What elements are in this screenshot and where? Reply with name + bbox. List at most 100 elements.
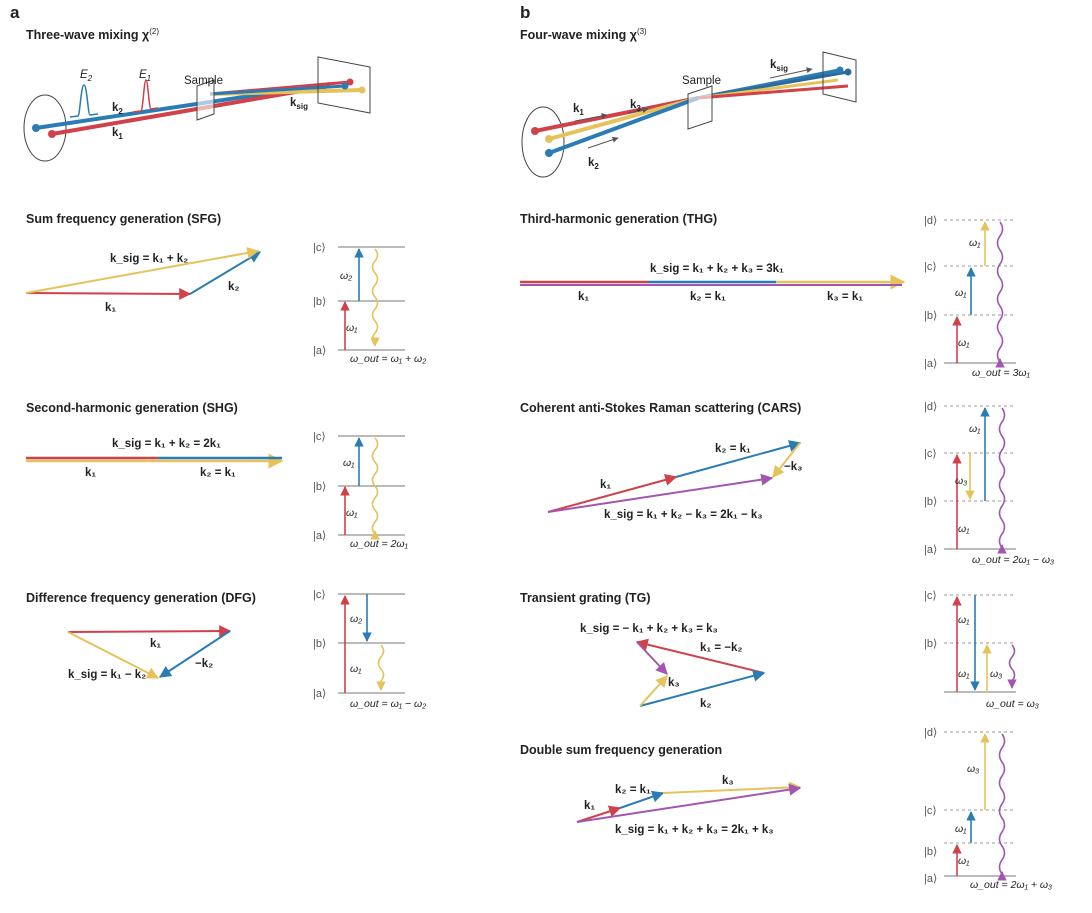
detector-screen bbox=[317, 56, 371, 114]
dfg-k1-vector bbox=[67, 625, 232, 638]
dfg-equation: k_sig = k₁ − k₂ bbox=[68, 669, 146, 681]
sfg-ksig-vector bbox=[25, 247, 260, 294]
sfg-w1-label: ω₁ bbox=[346, 322, 358, 334]
ksig-label-a: ksig bbox=[290, 97, 308, 111]
e1-label: E1 bbox=[139, 69, 151, 83]
cars-energy-diagram bbox=[944, 405, 1016, 554]
sfg-wout-label: ω_out = ω₁ + ω₂ bbox=[350, 353, 426, 365]
cars-out-wave bbox=[997, 407, 1007, 554]
cars-k3-label: −k₃ bbox=[784, 461, 802, 473]
dfg-k1-label: k₁ bbox=[150, 638, 161, 650]
cars-k1-label: k₁ bbox=[600, 479, 611, 491]
pulse-e2 bbox=[69, 84, 99, 118]
shg-energy-diagram bbox=[338, 435, 405, 540]
sfg-equation: k_sig = k₁ + k₂ bbox=[110, 253, 188, 265]
beam-b-k3-dot bbox=[545, 135, 553, 143]
thg-title: Third-harmonic generation (THG) bbox=[520, 212, 717, 226]
k2-label-b: k2 bbox=[588, 157, 599, 171]
tg-k1-label: k₁ = −k₂ bbox=[700, 642, 742, 654]
tg-title: Transient grating (TG) bbox=[520, 591, 651, 605]
tg-w3-label: ω₃ bbox=[990, 668, 1002, 680]
thg-out-wave bbox=[995, 221, 1005, 368]
sample-plate bbox=[196, 79, 215, 121]
panel-a-letter: a bbox=[10, 3, 20, 22]
four-wave-setup bbox=[521, 51, 857, 178]
k2-direction-arrow bbox=[587, 136, 619, 149]
sfg-k1-vector bbox=[25, 287, 192, 300]
thg-k2-label: k₂ = k₁ bbox=[690, 291, 726, 303]
sfg-out-wave bbox=[370, 248, 380, 347]
dsfg-wout-label: ω_out = 2ω₁ + ω₃ bbox=[970, 879, 1052, 891]
shg-title: Second-harmonic generation (SHG) bbox=[26, 401, 238, 415]
ksig-b-dot bbox=[836, 66, 844, 74]
dsfg-ket-c: |c⟩ bbox=[924, 805, 937, 817]
dfg-out-wave bbox=[376, 644, 386, 691]
beam-b-k1-dot bbox=[531, 127, 539, 135]
tg-k2-vector bbox=[639, 669, 766, 707]
thg-ket-d: |d⟩ bbox=[924, 215, 937, 227]
dsfg-w1b-label: ω₁ bbox=[955, 823, 967, 835]
tg-w1a-label: ω₁ bbox=[958, 614, 970, 626]
cars-wout-label: ω_out = 2ω₁ − ω₃ bbox=[972, 554, 1054, 566]
sfg-w2-label: ω₂ bbox=[340, 270, 352, 282]
sfg-ket-b: |b⟩ bbox=[313, 296, 326, 308]
cars-k2-label: k₂ = k₁ bbox=[715, 443, 751, 455]
cars-w3-label: ω₃ bbox=[955, 475, 967, 487]
ksig-dot bbox=[358, 86, 366, 94]
panel-a-mixing-title: Three-wave mixing χ(2) bbox=[26, 27, 159, 42]
dsfg-ket-a: |a⟩ bbox=[924, 873, 937, 885]
shg-ket-c: |c⟩ bbox=[313, 431, 326, 443]
thg-ket-b: |b⟩ bbox=[924, 310, 937, 322]
shg-k1-label: k₁ bbox=[85, 467, 96, 479]
cars-equation: k_sig = k₁ + k₂ − k₃ = 2k₁ − k₃ bbox=[604, 509, 763, 521]
thg-ket-c: |c⟩ bbox=[924, 261, 937, 273]
sfg-energy-diagram bbox=[338, 246, 405, 351]
dsfg-ket-b: |b⟩ bbox=[924, 846, 937, 858]
dsfg-k3-vector bbox=[662, 781, 802, 794]
sfg-title: Sum frequency generation (SFG) bbox=[26, 212, 221, 226]
beam-k2-dot bbox=[32, 124, 40, 132]
sfg-k2-label: k₂ bbox=[228, 281, 240, 293]
dfg-k2-vector bbox=[158, 630, 231, 678]
e2-label: E2 bbox=[80, 69, 93, 83]
thg-wout-label: ω_out = 3ω₁ bbox=[972, 367, 1031, 379]
beam-b-k3 bbox=[548, 96, 699, 141]
sfg-k1-label: k₁ bbox=[105, 302, 116, 314]
tg-ket-c: |c⟩ bbox=[924, 590, 937, 602]
k2-label-a: k2 bbox=[112, 102, 123, 116]
dfg-k2-label: −k₂ bbox=[195, 658, 213, 670]
tg-energy-diagram bbox=[944, 594, 1017, 693]
sample-label-a: Sample bbox=[184, 75, 223, 87]
shg-ket-b: |b⟩ bbox=[313, 481, 326, 493]
beam-k2-out bbox=[209, 84, 346, 96]
three-wave-setup bbox=[23, 56, 371, 162]
beam-k1-dot bbox=[48, 130, 56, 138]
k2-out-b-dot bbox=[844, 68, 852, 76]
cars-ket-c: |c⟩ bbox=[924, 448, 937, 460]
cars-ket-a: |a⟩ bbox=[924, 544, 937, 556]
cars-w1a-label: ω₁ bbox=[958, 523, 970, 535]
shg-equation: k_sig = k₁ + k₂ = 2k₁ bbox=[112, 438, 221, 450]
k1-label-b: k1 bbox=[573, 103, 584, 117]
cars-ket-d: |d⟩ bbox=[924, 401, 937, 413]
dsfg-title: Double sum frequency generation bbox=[520, 743, 722, 757]
sfg-ket-c: |c⟩ bbox=[313, 242, 326, 254]
k3-direction-arrow bbox=[627, 107, 649, 114]
dfg-ket-a: |a⟩ bbox=[313, 688, 326, 700]
dsfg-out-wave bbox=[997, 733, 1007, 881]
dsfg-equation: k_sig = k₁ + k₂ + k₃ = 2k₁ + k₃ bbox=[615, 824, 774, 836]
dfg-ksig-vector bbox=[67, 631, 160, 679]
dsfg-w1a-label: ω₁ bbox=[958, 855, 970, 867]
shg-k2-label: k₂ = k₁ bbox=[200, 467, 236, 479]
dsfg-w3-label: ω₃ bbox=[967, 763, 979, 775]
tg-k3-label: k₃ bbox=[668, 677, 680, 689]
sfg-k2-vector bbox=[189, 251, 262, 295]
detector-screen-b bbox=[822, 51, 857, 103]
thg-w1b-label: ω₁ bbox=[955, 287, 967, 299]
pulse-e1 bbox=[132, 79, 159, 113]
thg-w1a-label: ω₁ bbox=[958, 337, 970, 349]
shg-out-wave bbox=[370, 437, 380, 540]
tg-out-wave bbox=[1007, 644, 1017, 689]
sample-label-b: Sample bbox=[682, 75, 721, 87]
